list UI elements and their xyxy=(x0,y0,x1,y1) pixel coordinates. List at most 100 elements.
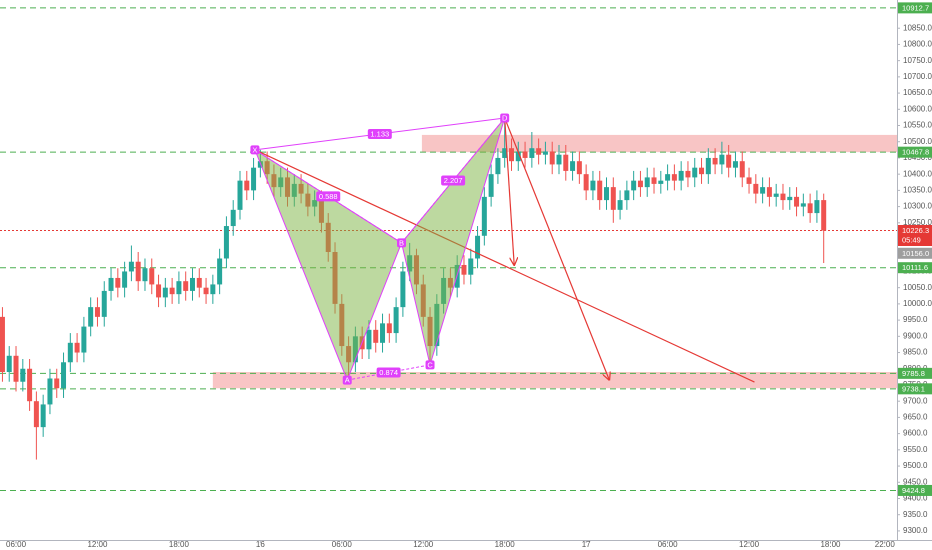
candle-body xyxy=(800,203,806,207)
zone xyxy=(421,134,897,153)
candle-body xyxy=(115,277,121,288)
level-label-box xyxy=(898,367,932,379)
pattern-point-label: D xyxy=(502,114,508,123)
y-tick-label: 9600.0 xyxy=(903,429,928,438)
y-tick-label: 9900.0 xyxy=(903,331,928,340)
x-tick-label: 06:00 xyxy=(6,540,27,549)
candle-body xyxy=(461,264,467,275)
candle-body xyxy=(475,235,481,259)
ratio-label: 2.207 xyxy=(444,176,463,185)
candle-body xyxy=(223,226,229,259)
x-tick-label: 17 xyxy=(582,540,591,549)
y-tick-label: 10400.0 xyxy=(903,169,932,178)
ratio-badge xyxy=(367,128,392,139)
candle-body xyxy=(481,196,487,236)
x-tick-label: 06:00 xyxy=(658,540,679,549)
x-tick-label: 22:00 xyxy=(875,540,896,549)
candle-body xyxy=(251,167,257,191)
y-tick-label: 10700.0 xyxy=(903,72,932,81)
level-label: 9785.8 xyxy=(902,369,925,378)
candle-body xyxy=(244,180,250,191)
candle-body xyxy=(54,378,60,389)
candle-body xyxy=(67,342,73,363)
candle-body xyxy=(542,151,548,155)
candle-body xyxy=(712,157,718,165)
candle-body xyxy=(814,200,820,214)
y-tick-label: 10850.0 xyxy=(903,23,932,32)
candle-body xyxy=(766,187,772,197)
candle-body xyxy=(563,154,569,171)
level-label-box xyxy=(898,2,932,14)
candle-body xyxy=(556,154,562,165)
candle-body xyxy=(101,290,107,317)
candle-body xyxy=(637,180,643,188)
candle-body xyxy=(488,174,494,197)
candle-body xyxy=(705,157,711,175)
prev-close-label-box xyxy=(898,247,932,259)
x-tick-label: 12:00 xyxy=(739,540,760,549)
x-tick-label: 18:00 xyxy=(495,540,516,549)
candle-body xyxy=(20,368,26,382)
candle-body xyxy=(88,307,94,327)
arrow xyxy=(504,117,610,380)
level-label: 9424.8 xyxy=(902,486,925,495)
candle-body xyxy=(760,187,766,194)
candle-body xyxy=(142,268,148,282)
level-label: 10467.8 xyxy=(902,148,929,157)
pattern-point xyxy=(250,145,260,155)
y-tick-label: 10050.0 xyxy=(903,283,932,292)
ratio-label: 0.874 xyxy=(379,368,398,377)
y-tick-label: 9500.0 xyxy=(903,461,928,470)
candle-body xyxy=(47,378,53,405)
candle-body xyxy=(6,355,12,372)
trend-line xyxy=(254,149,755,383)
y-tick-label: 9350.0 xyxy=(903,510,928,519)
candle-body xyxy=(40,404,46,428)
candle-body xyxy=(753,183,759,194)
pattern-point xyxy=(397,238,407,248)
x-tick-label: 12:00 xyxy=(413,540,434,549)
candle-body xyxy=(380,323,386,343)
candle-body xyxy=(13,355,19,382)
pattern-point xyxy=(342,375,352,385)
ratio-badge xyxy=(441,175,466,186)
candle-body xyxy=(162,287,168,298)
candle-body xyxy=(746,177,752,184)
y-tick-label: 10500.0 xyxy=(903,137,932,146)
candle-body xyxy=(794,196,800,207)
candle-body xyxy=(597,180,603,201)
candle-body xyxy=(508,148,514,162)
x-tick-label: 16 xyxy=(256,540,265,549)
candle-body xyxy=(515,151,521,162)
candle-body xyxy=(61,362,67,389)
candle-body xyxy=(631,180,637,191)
candle-body xyxy=(81,326,87,353)
prev-close-label: 10156.0 xyxy=(902,249,929,258)
candle-body xyxy=(183,281,189,291)
ratio-badge xyxy=(316,191,341,202)
candle-body xyxy=(549,151,555,165)
candle-body xyxy=(94,307,100,317)
candle-body xyxy=(590,180,596,191)
level-label-box xyxy=(898,383,932,395)
level-label: 10912.7 xyxy=(902,3,929,12)
ratio-badge xyxy=(376,367,401,378)
y-tick-label: 10350.0 xyxy=(903,185,932,194)
zone xyxy=(212,372,897,389)
candle-body xyxy=(624,190,630,201)
candle-body xyxy=(644,177,650,188)
candle-body xyxy=(807,203,813,214)
y-tick-label: 9850.0 xyxy=(903,348,928,357)
candle-body xyxy=(604,187,610,201)
y-tick-label: 9450.0 xyxy=(903,477,928,486)
y-tick-label: 9950.0 xyxy=(903,315,928,324)
candle-body xyxy=(108,277,114,291)
candle-body xyxy=(169,287,175,295)
candle-body xyxy=(692,167,698,178)
y-tick-label: 10800.0 xyxy=(903,40,932,49)
last-price-box xyxy=(898,224,932,246)
y-tick-label: 10650.0 xyxy=(903,88,932,97)
ratio-label: 0.588 xyxy=(319,192,338,201)
